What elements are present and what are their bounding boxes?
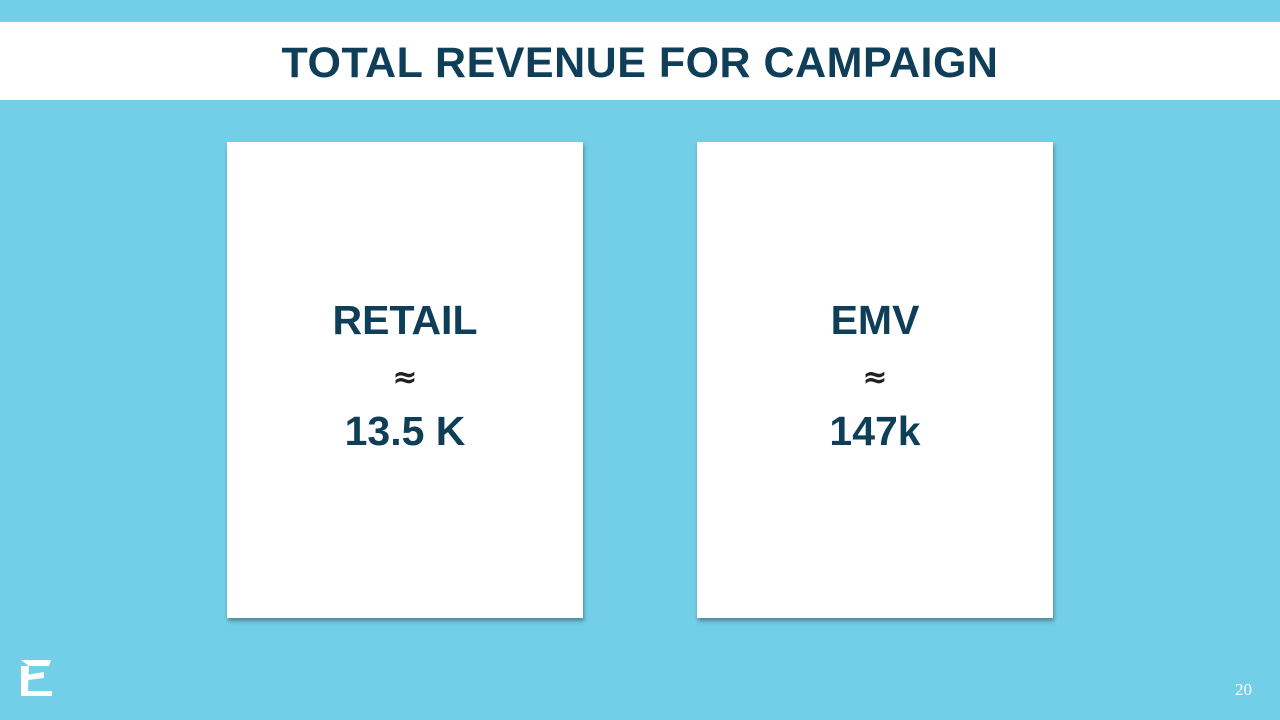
emv-label: EMV: [830, 297, 920, 343]
page-number: 20: [1235, 680, 1252, 699]
retail-card: RETAIL ≈ 13.5 K: [227, 142, 583, 618]
emv-value: 147k: [829, 408, 921, 454]
emv-card: EMV ≈ 147k: [697, 142, 1053, 618]
retail-label: RETAIL: [332, 297, 478, 343]
title-bar: TOTAL REVENUE FOR CAMPAIGN: [0, 22, 1280, 100]
e-logo-icon: [18, 658, 54, 698]
emv-approx-symbol: ≈: [862, 360, 888, 395]
retail-value: 13.5 K: [344, 408, 466, 454]
retail-approx-symbol: ≈: [392, 360, 418, 395]
slide-title: TOTAL REVENUE FOR CAMPAIGN: [281, 38, 999, 87]
